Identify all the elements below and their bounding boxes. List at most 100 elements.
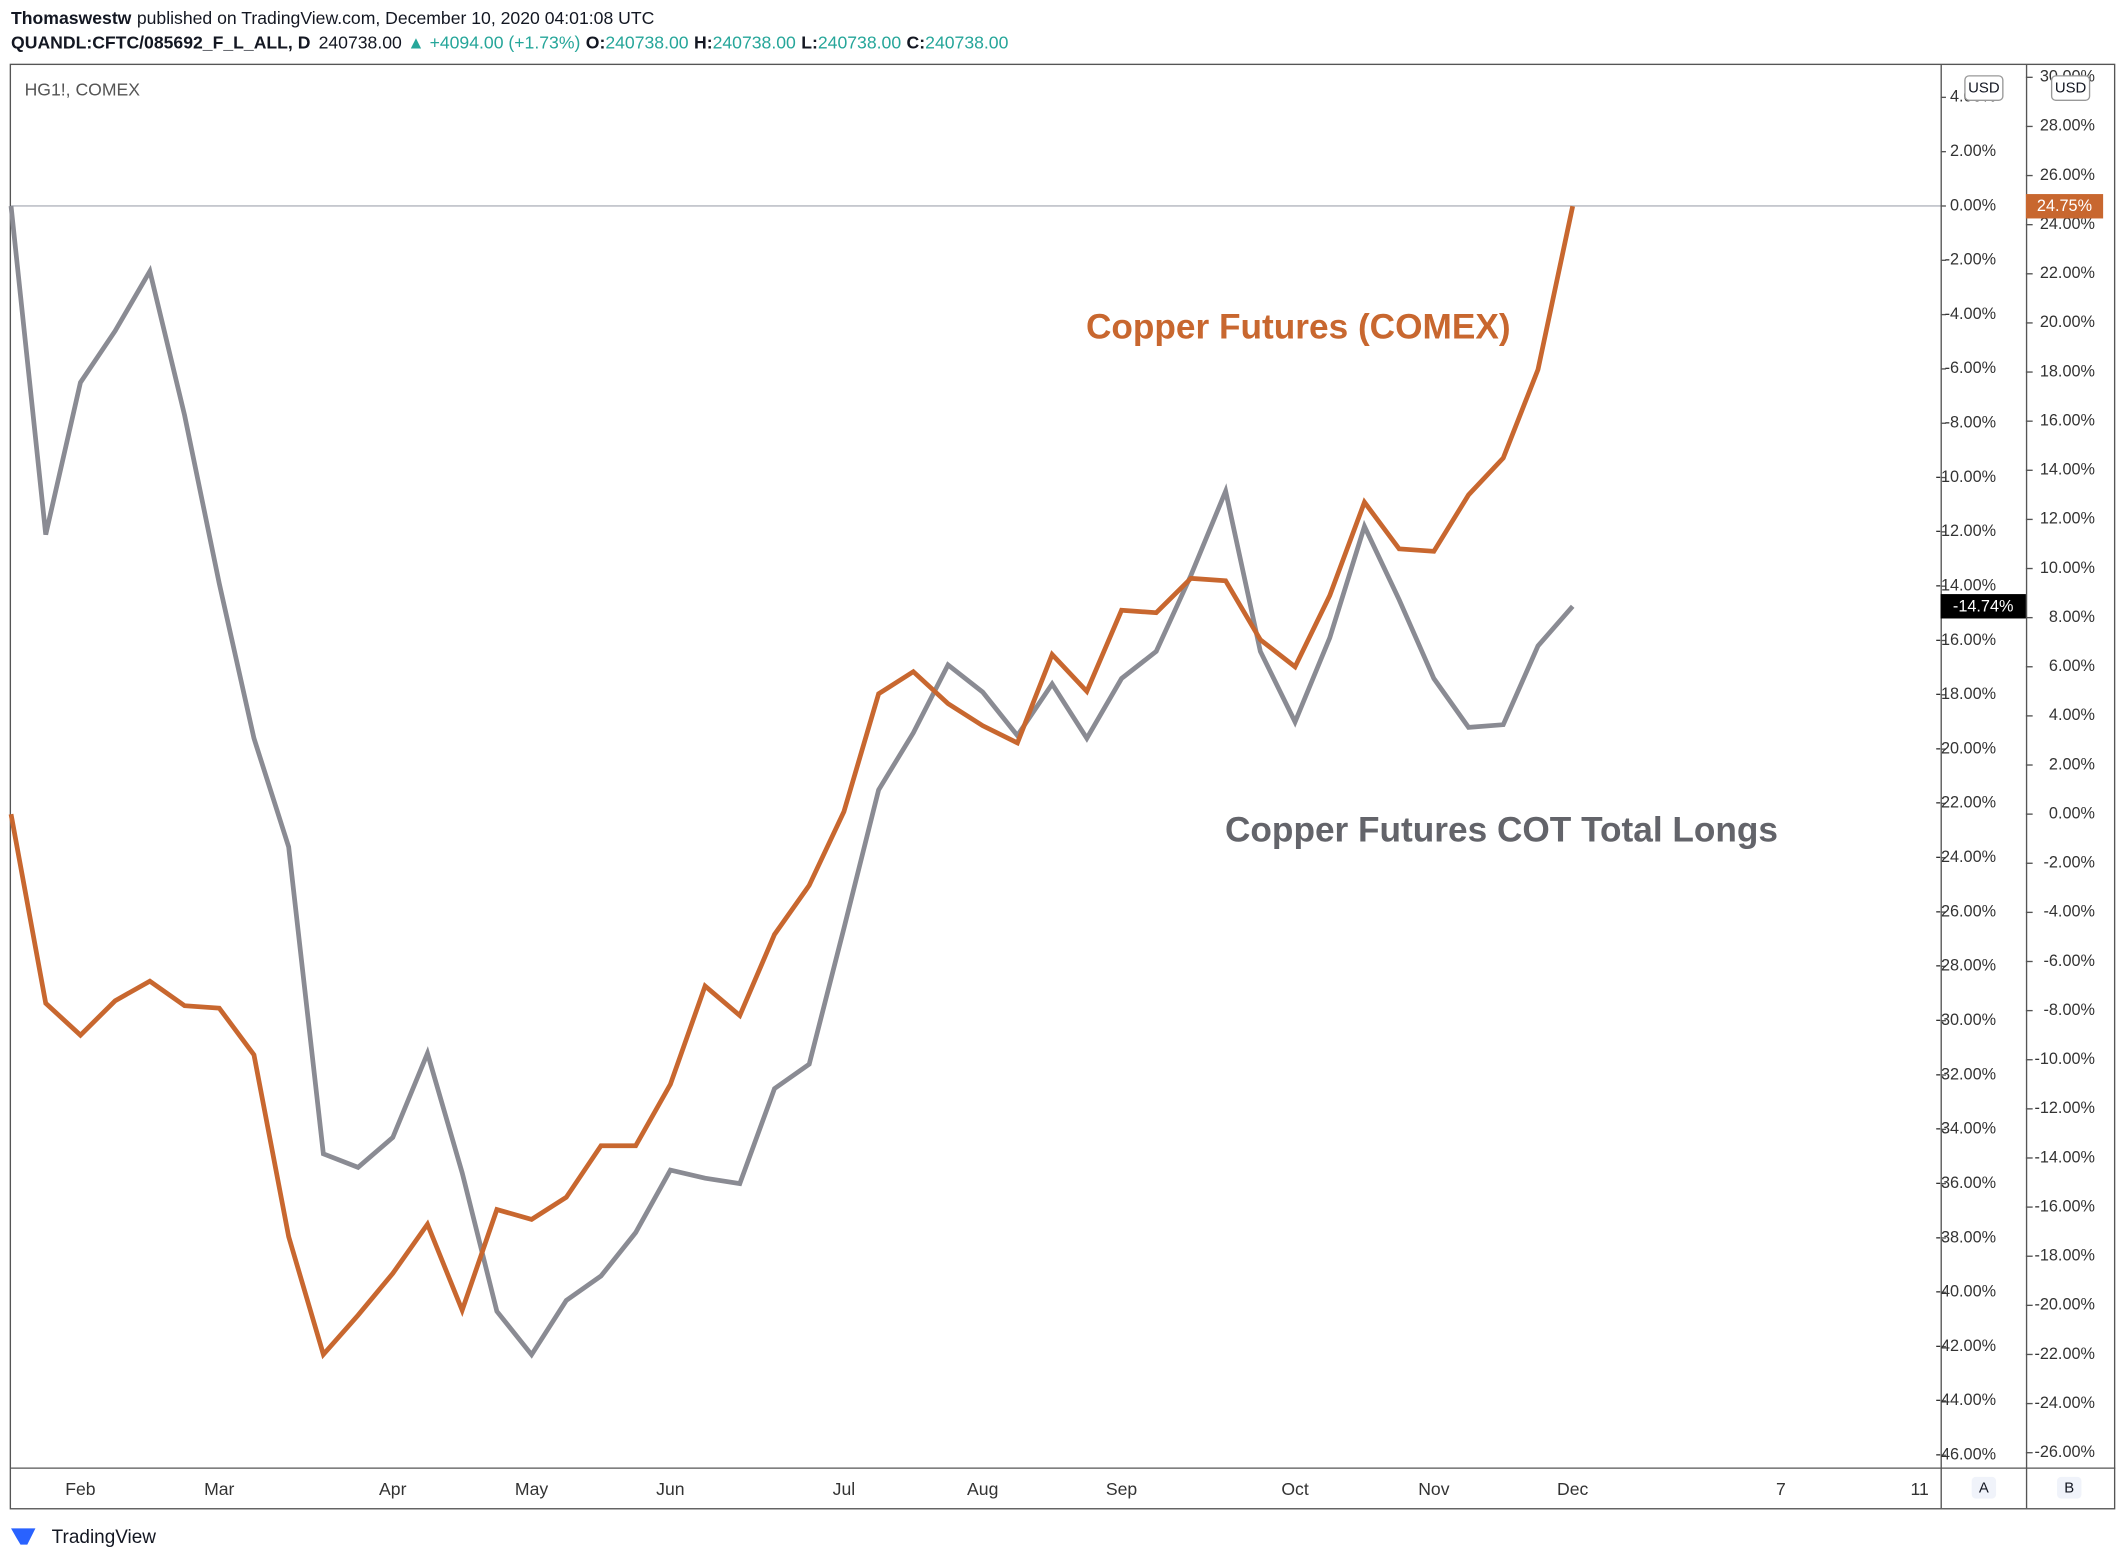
open-label: O: (586, 32, 606, 52)
y2-tick-label: 12.00% (2040, 510, 2095, 528)
y2-tick-label: -24.00% (2034, 1394, 2095, 1412)
y2-tick-label: 24.00% (2040, 215, 2095, 233)
pane-label: HG1!, COMEX (25, 79, 141, 99)
chart-frame (9, 63, 2116, 1510)
y-tick-label: -16.00% (1936, 631, 1997, 649)
x-tick-label: Apr (379, 1479, 407, 1499)
y2-tick-label: -6.00% (2043, 952, 2095, 970)
y2-tick-label: 20.00% (2040, 313, 2095, 331)
y2-tick-label: 18.00% (2040, 362, 2095, 380)
y-scale-button[interactable]: A (1979, 1480, 1989, 1496)
low: 240738.00 (818, 32, 901, 52)
y-tick-label: -26.00% (1936, 902, 1997, 920)
x-tick-label: Nov (1418, 1479, 1450, 1499)
change: ▲ +4094.00 (+1.73%) (407, 32, 580, 52)
y2-tick-label: -22.00% (2034, 1345, 2095, 1363)
y-tick-label: -22.00% (1936, 794, 1997, 812)
close: 240738.00 (925, 32, 1008, 52)
brand-logo[interactable] (11, 1528, 36, 1545)
y-tick-label: -34.00% (1936, 1120, 1997, 1138)
x-tick-label: 11 (1911, 1479, 1929, 1499)
x-tick-label: Feb (65, 1479, 96, 1499)
x-tick-label: Dec (1557, 1479, 1589, 1499)
y-tick-label: -24.00% (1936, 848, 1997, 866)
x-tick-label: Mar (204, 1479, 234, 1499)
x-tick-label: May (515, 1479, 548, 1499)
last-value-badge (1940, 594, 2026, 619)
y2-tick-label: -10.00% (2034, 1050, 2095, 1068)
y-tick-label: -30.00% (1936, 1011, 1997, 1029)
y-unit[interactable]: USD (1968, 81, 2000, 97)
high: 240738.00 (713, 32, 796, 52)
series-line (8, 205, 1575, 1360)
author: Thomaswestw (11, 8, 132, 28)
y-tick-label: -10.00% (1936, 468, 1997, 486)
x-tick-label: Jul (833, 1479, 856, 1499)
y-tick-label: -20.00% (1936, 739, 1997, 757)
brand[interactable]: TradingView (52, 1527, 157, 1548)
y-scale-button-bg[interactable] (1971, 1476, 1997, 1499)
y2-scale-button[interactable]: B (2064, 1480, 2074, 1496)
y-tick-label: 0.00% (1950, 196, 1996, 214)
last: 240738.00 (319, 32, 402, 52)
y2-tick-label: 0.00% (2049, 804, 2095, 822)
x-tick-label: Aug (967, 1479, 998, 1499)
y2-tick-label: -12.00% (2034, 1099, 2095, 1117)
x-tick-label: 7 (1776, 1479, 1786, 1499)
y2-scale-button-bg[interactable] (2057, 1476, 2082, 1499)
y-tick-label: -46.00% (1936, 1446, 1997, 1464)
y2-tick-label: 6.00% (2049, 657, 2095, 675)
series-line (8, 205, 1575, 1359)
y-tick-label: -32.00% (1936, 1065, 1997, 1083)
last-value-badge (2025, 194, 2104, 219)
y2-tick-label: 26.00% (2040, 166, 2095, 184)
series-name: Copper Futures (COMEX) (1086, 308, 1511, 347)
y2-tick-label: 28.00% (2040, 117, 2095, 135)
y2-tick-label: -20.00% (2034, 1296, 2095, 1314)
y2-tick-label: -26.00% (2034, 1443, 2095, 1461)
y2-tick-label: 8.00% (2049, 608, 2095, 626)
y2-tick-label: 16.00% (2040, 411, 2095, 429)
y2-tick-label: -4.00% (2043, 903, 2095, 921)
y-tick-label: -12.00% (1936, 522, 1997, 540)
x-tick-label: Jun (656, 1479, 684, 1499)
y2-tick-label: -14.00% (2034, 1148, 2095, 1166)
y-unit-badge[interactable] (1964, 75, 2004, 101)
open: 240738.00 (605, 32, 688, 52)
y-tick-label: -28.00% (1936, 957, 1997, 975)
low-label: L: (801, 32, 818, 52)
y-tick-label: -44.00% (1936, 1391, 1997, 1409)
published: published on TradingView.com, December 1… (137, 8, 655, 28)
y-tick-label: -8.00% (1945, 414, 1997, 432)
y-tick-label: -42.00% (1936, 1337, 1997, 1355)
y2-tick-label: 4.00% (2049, 706, 2095, 724)
high-label: H: (694, 32, 713, 52)
symbol: QUANDL:CFTC/085692_F_L_ALL, D (11, 32, 310, 52)
header-line-2: QUANDL:CFTC/085692_F_L_ALL, D 240738.00 ▲ … (11, 32, 1009, 52)
y2-unit[interactable]: USD (2055, 81, 2087, 97)
y-tick-label: -18.00% (1936, 685, 1997, 703)
y-tick-label: -40.00% (1936, 1283, 1997, 1301)
x-tick-label: Oct (1281, 1479, 1309, 1499)
y2-tick-label: -2.00% (2043, 854, 2095, 872)
series-name: Copper Futures COT Total Longs (1225, 810, 1778, 849)
header-line-1: Thomaswestw published on TradingView.com,… (11, 8, 655, 28)
y2-tick-label: 2.00% (2049, 755, 2095, 773)
y-tick-label: -38.00% (1936, 1228, 1997, 1246)
last-value-label: -14.74% (1953, 597, 2014, 615)
y2-tick-label: -16.00% (2034, 1197, 2095, 1215)
y2-unit-badge[interactable] (2050, 75, 2091, 101)
y-tick-label: -4.00% (1945, 305, 1997, 323)
y2-tick-label: -18.00% (2034, 1247, 2095, 1265)
y-tick-label: 2.00% (1950, 142, 1996, 160)
y-tick-label: -14.00% (1936, 576, 1997, 594)
y-tick-label: -2.00% (1945, 251, 1997, 269)
y2-tick-label: 14.00% (2040, 461, 2095, 479)
y-tick-label: -6.00% (1945, 359, 1997, 377)
last-value-label: 24.75% (2037, 197, 2092, 215)
y2-tick-label: 22.00% (2040, 264, 2095, 282)
close-label: C: (907, 32, 926, 52)
y2-tick-label: -8.00% (2043, 1001, 2095, 1019)
